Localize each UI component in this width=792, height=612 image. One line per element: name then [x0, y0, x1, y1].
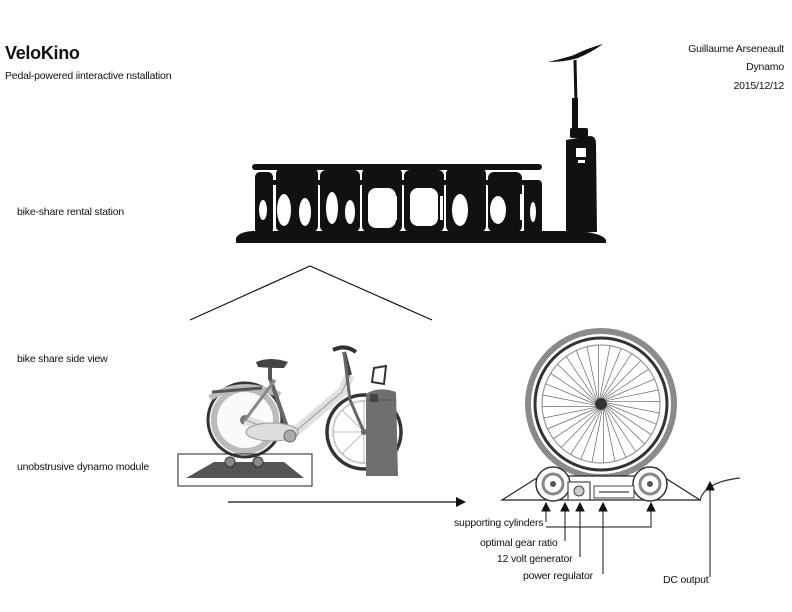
- label-rental-station: bike-share rental station: [17, 206, 125, 218]
- label-dynamo-module: unobstrusive dynamo module: [17, 461, 149, 473]
- callout-dc-output: DC output: [663, 574, 709, 586]
- rental-station-illustration: [236, 44, 606, 243]
- wheel-spoke: [604, 368, 649, 400]
- dynamo-module-side: [177, 453, 313, 487]
- wheel-spoke: [575, 350, 598, 400]
- wheel-spoke: [545, 383, 596, 405]
- wheel-spoke: [605, 407, 637, 452]
- wheel-spoke: [606, 406, 645, 445]
- wheel-spoke: [601, 353, 632, 399]
- wheel-spoke: [570, 409, 601, 455]
- callout-leaders: [541, 480, 715, 577]
- wheel-spoke: [550, 373, 596, 404]
- company-name: Dynamo: [746, 61, 784, 73]
- wheel-spoke: [605, 389, 659, 402]
- page-title: VeloKino: [5, 43, 80, 63]
- callout-generator: 12 volt generator: [497, 553, 573, 565]
- wheel-spoke: [586, 346, 599, 400]
- callout-gear-ratio: optimal gear ratio: [480, 537, 558, 549]
- wheel-spoke: [580, 409, 602, 460]
- wheel-spoke: [543, 406, 597, 419]
- wheel-spoke: [599, 345, 611, 399]
- callout-supporting-cylinders: supporting cylinders: [454, 517, 544, 529]
- wheel-spoke: [547, 407, 597, 430]
- zoom-lines: [189, 265, 433, 321]
- wheel-spoke: [606, 403, 657, 425]
- wheel-spoke: [603, 360, 642, 399]
- zoom-arrow: [228, 497, 466, 507]
- author-name: Guillaume Arseneault: [688, 43, 784, 55]
- wheel-spoke: [603, 408, 616, 462]
- wheel-spoke: [604, 408, 627, 458]
- wheel-spoke: [600, 348, 622, 399]
- date-label: 2015/12/12: [733, 80, 784, 92]
- wheel-spoke: [565, 356, 597, 401]
- wheel-spoke: [606, 402, 660, 414]
- wheel-spoke: [557, 363, 596, 402]
- wheel-spoke: [553, 408, 598, 440]
- page-subtitle: Pedal-powered iinteractive nstallation: [5, 70, 172, 82]
- dynamo-detail-view: [499, 328, 741, 502]
- callout-power-regulator: power regulator: [523, 570, 593, 582]
- wheel-spoke: [591, 409, 603, 463]
- label-side-view: bike share side view: [17, 353, 108, 365]
- bike-side-view: [206, 345, 403, 476]
- wheel-spoke: [542, 394, 596, 406]
- wheel-spoke: [606, 404, 652, 435]
- wheel-spoke: [560, 409, 599, 448]
- wheel-spoke: [605, 378, 655, 401]
